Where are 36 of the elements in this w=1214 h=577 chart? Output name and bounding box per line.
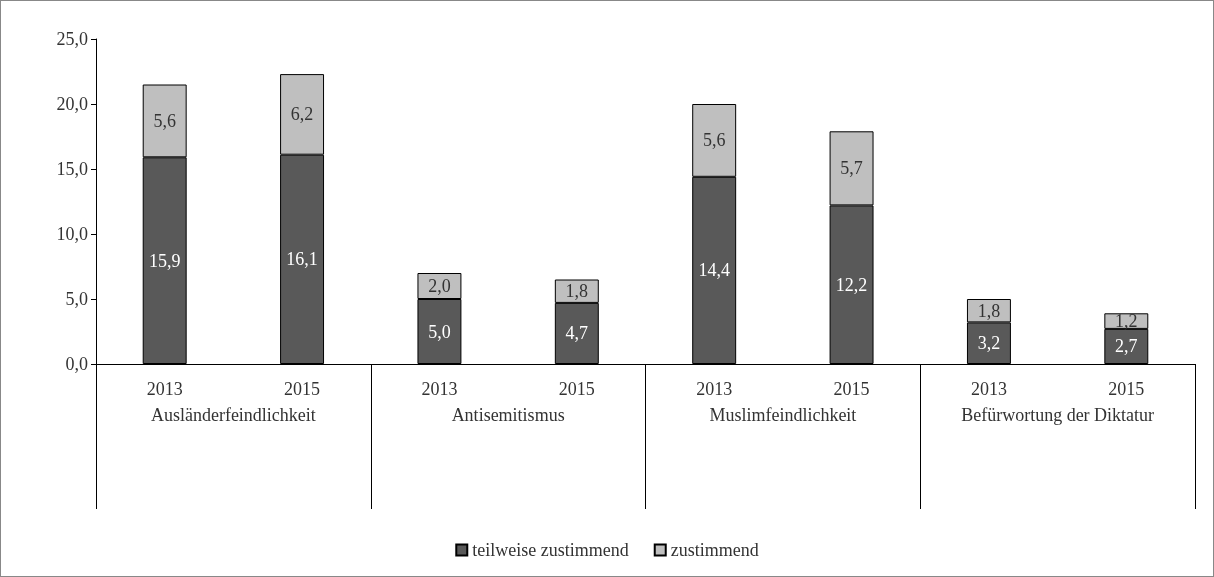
- legend-label: zustimmend: [670, 540, 759, 560]
- text: Befürwortung der Diktatur: [961, 405, 1155, 425]
- data-label: 5,0: [428, 321, 451, 342]
- data-label: 1,8: [977, 300, 1001, 321]
- data-label: 16,1: [286, 249, 318, 270]
- data-label: 5,6: [702, 130, 726, 151]
- y-tick-label: 10,0: [56, 224, 88, 244]
- data-label: 5,7: [840, 158, 863, 179]
- data-label: 6,2: [290, 104, 314, 125]
- x-tick-label: 2015: [833, 379, 870, 399]
- x-tick-label: 2013: [421, 379, 458, 399]
- y-tick-label: 20,0: [56, 94, 88, 114]
- x-tick-label: 2015: [284, 379, 321, 399]
- x-tick-label: 2015: [558, 379, 595, 399]
- y-tick-label: 5,0: [65, 289, 88, 309]
- data-label: 2,0: [428, 276, 451, 296]
- data-label: 12,2: [835, 274, 868, 295]
- data-label: 4,7: [565, 323, 589, 344]
- legend-label: teilweise zustimmend: [472, 540, 629, 560]
- x-tick-label: 2015: [1108, 379, 1145, 399]
- data-label: 1,8: [565, 281, 589, 302]
- data-label: 14,4: [698, 260, 730, 281]
- x-tick-label: 2013: [696, 379, 733, 399]
- data-label: 2,7: [1115, 336, 1138, 357]
- data-label: 1,2: [1115, 311, 1138, 332]
- x-tick-label: 2013: [146, 379, 183, 399]
- data-label: 15,9: [148, 250, 181, 271]
- data-label: 3,2: [977, 333, 1001, 354]
- y-tick-label: 25,0: [56, 29, 88, 49]
- x-tick-label: 2013: [970, 379, 1007, 399]
- text: Muslimfeindlichkeit: [709, 405, 857, 425]
- y-tick-label: 0,0: [65, 354, 88, 374]
- y-tick-label: 15,0: [56, 159, 88, 179]
- text: Antisemitismus: [451, 405, 565, 425]
- data-label: 5,6: [153, 110, 176, 131]
- text: Ausländerfeindlichkeit: [150, 405, 316, 425]
